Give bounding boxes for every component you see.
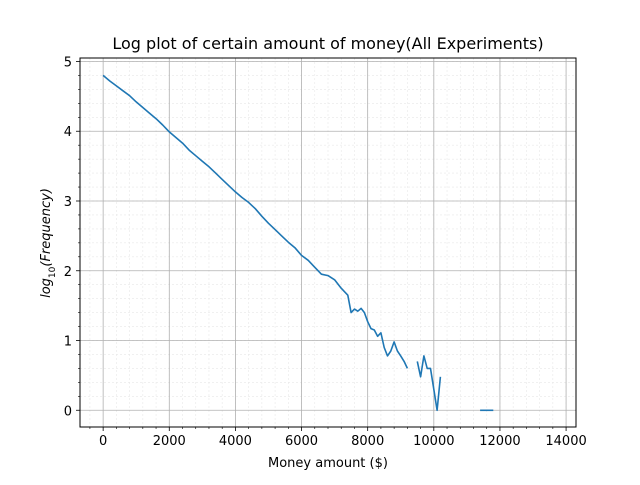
grid-layer — [80, 58, 576, 427]
x-axis-label: Money amount ($) — [268, 456, 388, 471]
y-tick-label: 4 — [64, 125, 72, 140]
tick-layer: 0 2000 4000 6000 8000 10000 12000 14000 0 1 2 3 4 5 — [64, 55, 587, 449]
series-line-segment — [102, 74, 409, 369]
x-tick-label: 12000 — [479, 434, 520, 449]
chart-title: Log plot of certain amount of money(All … — [112, 34, 543, 53]
y-tick-label: 5 — [64, 55, 72, 70]
x-tick-label: 6000 — [285, 434, 318, 449]
y-tick-label: 1 — [64, 335, 72, 350]
y-axis-label-prefix: log — [39, 278, 54, 298]
x-tick-label: 4000 — [219, 434, 252, 449]
y-axis-label-arg: (Frequency) — [39, 188, 54, 267]
y-tick-label: 0 — [64, 404, 72, 419]
y-tick-label: 3 — [64, 195, 72, 210]
y-tick-label: 2 — [64, 265, 72, 280]
x-tick-label: 0 — [99, 434, 107, 449]
x-tick-label: 2000 — [153, 434, 186, 449]
series-line-segment — [416, 355, 442, 412]
y-axis-label-subscript: 10 — [48, 266, 58, 278]
x-tick-label: 8000 — [351, 434, 384, 449]
y-axis-label: log10(Frequency) — [39, 188, 58, 298]
x-tick-label: 14000 — [545, 434, 586, 449]
line-layer — [102, 74, 494, 412]
x-tick-label: 10000 — [413, 434, 454, 449]
